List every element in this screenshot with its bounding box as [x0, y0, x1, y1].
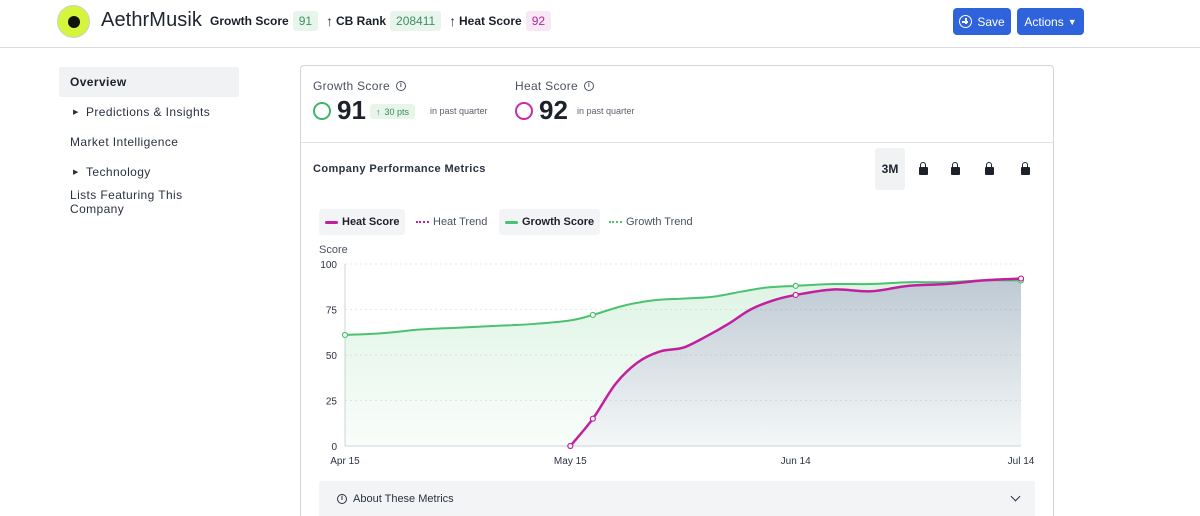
sidebar-item-lists[interactable]: Lists Featuring This Company: [59, 187, 239, 217]
x-tick-label: Jun 14: [781, 456, 811, 467]
legend-growth-score[interactable]: Growth Score: [499, 209, 601, 235]
heat-score-big: 92: [539, 95, 568, 125]
y-tick-label: 0: [331, 442, 337, 453]
growth-point: [792, 282, 799, 289]
legend-label: Growth Score: [522, 216, 595, 228]
heat-score-value: 92: [525, 11, 552, 31]
about-metrics-accordion[interactable]: i About These Metrics: [319, 481, 1035, 516]
growth-score-label: Growth Score: [210, 14, 289, 28]
card-divider: [301, 142, 1053, 143]
sidebar-item-label: Technology: [86, 165, 151, 179]
sidebar-item-label: Overview: [70, 75, 127, 89]
heat-point: [1017, 275, 1025, 282]
growth-change-badge: ↑ 30 pts: [370, 104, 416, 119]
sidebar-item-label: Market Intelligence: [70, 135, 179, 149]
lock-icon: [950, 162, 960, 175]
growth-ring-icon: [313, 102, 331, 120]
lock-icon: [918, 162, 928, 175]
chevron-down-icon: ▼: [1067, 16, 1077, 27]
heat-swatch: [325, 220, 338, 224]
plus-circle-icon: [959, 15, 973, 28]
growth-score-title: Growth Score: [313, 79, 390, 93]
legend-heat-trend[interactable]: Heat Trend: [410, 209, 493, 235]
header-cb-rank: CB Rank 208411 ↑: [336, 10, 456, 32]
sidebar-item-overview[interactable]: Overview: [59, 67, 239, 97]
growth-score-heading: Growth Score i: [313, 79, 406, 93]
y-tick-label: 50: [326, 351, 338, 362]
range-locked-button[interactable]: [908, 148, 938, 190]
info-icon[interactable]: i: [395, 81, 406, 91]
growth-swatch: [505, 220, 518, 224]
heat-area: [570, 278, 1021, 446]
top-bar: AethrMusik Growth Score 91 ↑ CB Rank 208…: [0, 0, 1200, 48]
legend-label: Heat Trend: [433, 216, 488, 228]
y-tick-label: 25: [326, 397, 338, 408]
heat-ring-icon: [515, 102, 533, 120]
lock-icon: [1020, 162, 1030, 175]
header-growth-score: Growth Score 91 ↑: [210, 10, 333, 32]
save-button-label: Save: [977, 14, 1005, 29]
x-tick-label: May 15: [554, 456, 587, 467]
info-icon[interactable]: i: [584, 81, 595, 91]
actions-label: Actions: [1024, 14, 1064, 29]
range-locked-button[interactable]: [940, 148, 970, 190]
y-tick-label: 75: [326, 306, 338, 317]
growth-period: in past quarter: [430, 106, 488, 116]
metrics-title: Company Performance Metrics: [313, 163, 486, 175]
chevron-down-icon: [1010, 491, 1021, 502]
heat-point: [567, 442, 574, 450]
arrow-up-icon: ↑: [376, 106, 381, 117]
sidebar-item-market-intelligence[interactable]: Market Intelligence: [59, 127, 239, 157]
legend-heat-score[interactable]: Heat Score: [319, 209, 406, 235]
growth-score-big: 91: [337, 95, 366, 125]
y-axis-label: Score: [319, 244, 348, 256]
cb-rank-label: CB Rank: [336, 14, 387, 28]
sidebar-item-predictions[interactable]: ▶ Predictions & Insights: [59, 97, 239, 127]
growth-trend-swatch: [609, 221, 622, 223]
sidebar-item-label: Lists Featuring This Company: [70, 188, 183, 216]
x-tick-label: Apr 15: [330, 456, 360, 467]
growth-point: [341, 331, 349, 339]
heat-point: [589, 415, 596, 422]
company-logo: [57, 5, 90, 38]
actions-dropdown[interactable]: Actions ▼: [1017, 8, 1084, 35]
metrics-card: Growth Score i 91 ↑ 30 pts in past quart…: [300, 65, 1054, 516]
range-locked-button[interactable]: [974, 148, 1004, 190]
expand-triangle-icon: ▶: [73, 169, 79, 176]
about-metrics-label: About These Metrics: [353, 493, 454, 505]
heat-score-heading: Heat Score i: [515, 79, 595, 93]
sidebar-item-label: Predictions & Insights: [86, 105, 211, 119]
heat-point: [792, 291, 799, 299]
range-3m-button[interactable]: 3M: [875, 148, 905, 190]
sidebar-item-technology[interactable]: ▶ Technology: [59, 157, 239, 187]
performance-chart: Score 0 25 50 75 100 Apr 15 May 15 Jun 14 Jul 14: [319, 244, 1035, 467]
expand-triangle-icon: ▶: [73, 109, 79, 116]
growth-line: [344, 279, 1022, 336]
growth-change-value: 30 pts: [384, 106, 410, 117]
arrow-up-icon: ↑: [449, 13, 457, 29]
heat-line: [569, 277, 1022, 447]
company-name: AethrMusik: [101, 9, 203, 31]
growth-point: [589, 311, 596, 319]
info-icon: i: [337, 494, 347, 504]
heat-period: in past quarter: [577, 106, 635, 116]
header-heat-score: Heat Score 92: [459, 10, 552, 32]
legend-label: Heat Score: [342, 216, 400, 228]
heat-score-title: Heat Score: [515, 79, 579, 93]
legend-growth-trend[interactable]: Growth Trend: [603, 209, 699, 235]
growth-score-value: 91: [292, 11, 319, 31]
y-tick-label: 100: [320, 260, 337, 271]
arrow-up-icon: ↑: [326, 13, 334, 29]
heat-trend-swatch: [416, 221, 429, 223]
x-tick-label: Jul 14: [1008, 456, 1035, 467]
legend-label: Growth Trend: [626, 216, 693, 228]
range-locked-button[interactable]: [1010, 148, 1040, 190]
cb-rank-value: 208411: [390, 11, 442, 31]
lock-icon: [984, 162, 994, 175]
heat-score-label: Heat Score: [459, 14, 522, 28]
save-button[interactable]: Save: [953, 8, 1011, 35]
